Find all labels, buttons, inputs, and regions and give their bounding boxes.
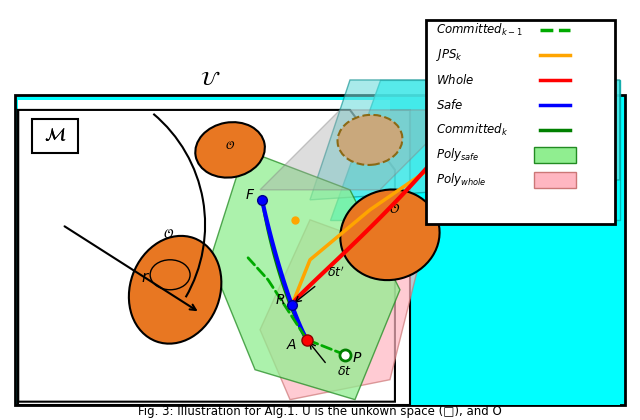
Polygon shape bbox=[330, 80, 620, 220]
Text: $\mathcal{M}$: $\mathcal{M}$ bbox=[44, 126, 67, 144]
Text: $Committed_k$: $Committed_k$ bbox=[436, 122, 508, 138]
Ellipse shape bbox=[340, 189, 440, 280]
Ellipse shape bbox=[129, 236, 221, 344]
Polygon shape bbox=[19, 110, 410, 405]
Text: $\mathcal{O}$: $\mathcal{O}$ bbox=[389, 203, 401, 216]
Text: $Whole$: $Whole$ bbox=[436, 73, 474, 87]
Text: $\delta t$: $\delta t$ bbox=[337, 365, 352, 378]
Text: $r$: $r$ bbox=[141, 270, 150, 285]
Text: $G_{term}$: $G_{term}$ bbox=[512, 58, 544, 73]
Text: $\mathcal{O}$: $\mathcal{O}$ bbox=[225, 139, 235, 151]
Polygon shape bbox=[260, 220, 420, 400]
Ellipse shape bbox=[337, 115, 403, 165]
FancyBboxPatch shape bbox=[426, 20, 615, 224]
Polygon shape bbox=[15, 95, 625, 405]
Text: $P$: $P$ bbox=[352, 351, 362, 365]
Text: $Safe$: $Safe$ bbox=[436, 98, 463, 112]
Text: $G$: $G$ bbox=[482, 113, 494, 127]
FancyBboxPatch shape bbox=[534, 172, 576, 188]
Text: $A$: $A$ bbox=[286, 338, 298, 352]
Text: $Poly_{whole}$: $Poly_{whole}$ bbox=[436, 171, 486, 188]
Text: $JPS_k$: $JPS_k$ bbox=[436, 47, 463, 63]
Text: $R$: $R$ bbox=[275, 293, 285, 307]
FancyBboxPatch shape bbox=[32, 119, 78, 153]
Polygon shape bbox=[19, 100, 390, 265]
Polygon shape bbox=[19, 100, 620, 405]
Ellipse shape bbox=[150, 260, 190, 290]
Polygon shape bbox=[210, 150, 400, 400]
Text: $Poly_{safe}$: $Poly_{safe}$ bbox=[436, 147, 479, 163]
Polygon shape bbox=[260, 110, 460, 190]
FancyBboxPatch shape bbox=[534, 147, 576, 163]
Polygon shape bbox=[310, 80, 620, 200]
Text: $F$: $F$ bbox=[245, 188, 255, 202]
Text: $\delta t'$: $\delta t'$ bbox=[327, 265, 345, 280]
Text: $E$: $E$ bbox=[449, 138, 460, 152]
Ellipse shape bbox=[195, 122, 265, 178]
Text: $\mathcal{M}$: $\mathcal{M}$ bbox=[44, 126, 67, 144]
Text: $Committed_{k-1}$: $Committed_{k-1}$ bbox=[436, 22, 523, 38]
Text: $\mathcal{O}$: $\mathcal{O}$ bbox=[163, 228, 173, 241]
Polygon shape bbox=[19, 110, 395, 402]
Text: $\mathcal{U}$: $\mathcal{U}$ bbox=[200, 71, 220, 89]
Text: Fig. 3: Illustration for Alg.1. U is the unkown space (□), and O: Fig. 3: Illustration for Alg.1. U is the… bbox=[138, 405, 502, 418]
